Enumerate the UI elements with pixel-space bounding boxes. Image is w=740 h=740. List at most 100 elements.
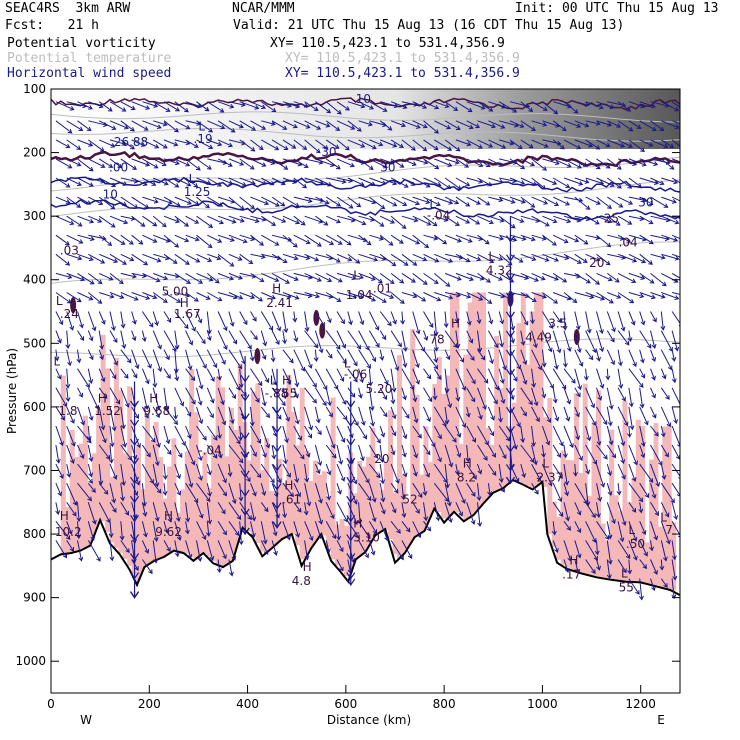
wind-vector: [282, 311, 289, 334]
wind-vector: [282, 292, 300, 300]
wind-vector: [185, 349, 193, 371]
wind-vector: [585, 196, 601, 205]
wind-vector: [98, 330, 105, 350]
wind-vector-strong: [272, 521, 282, 529]
wind-vector: [185, 158, 201, 171]
wind-vector: [228, 349, 243, 370]
pv-column: [516, 323, 522, 482]
wind-vector: [66, 444, 75, 465]
wind-vector: [304, 158, 324, 165]
pv-column: [122, 453, 128, 559]
wind-vector: [260, 521, 268, 545]
wind-vector: [66, 349, 72, 367]
wind-vector: [541, 330, 553, 353]
wind-vector: [661, 101, 680, 112]
wind-vector: [585, 387, 596, 409]
wind-vector: [607, 120, 622, 128]
wind-vector: [531, 234, 547, 241]
contour-label: H: [303, 560, 312, 574]
wind-vector: [650, 330, 657, 349]
x-tick-label: 0: [47, 697, 55, 711]
wind-vector: [87, 292, 103, 304]
wind-vector: [639, 158, 659, 167]
wind-vector: [617, 425, 626, 447]
wind-vector: [671, 139, 680, 147]
wind-vector: [466, 311, 472, 326]
wind-vector: [55, 387, 68, 408]
wind-vector: [466, 463, 477, 480]
wind-vector: [606, 311, 616, 333]
wind-vector: [617, 292, 635, 304]
wind-vector: [77, 482, 92, 502]
wind-vector: [196, 540, 203, 562]
wind-vector: [617, 101, 632, 112]
wind-vector: [434, 234, 448, 245]
wind-vector: [142, 120, 162, 129]
wind-vector: [574, 139, 594, 148]
contour-label: H: [353, 517, 362, 531]
wind-vector: [390, 292, 405, 304]
wind-vector: [606, 330, 615, 343]
wind-vector: [358, 349, 371, 369]
pv-column: [671, 522, 677, 591]
wind-vector: [660, 368, 667, 380]
wind-vector: [260, 406, 270, 418]
wind-vector: [563, 158, 582, 169]
wind-vector: [293, 196, 313, 204]
wind-vector: [520, 387, 533, 406]
wind-vector: [477, 272, 491, 283]
pv-column: [202, 452, 208, 554]
wind-vector: [368, 406, 376, 427]
wind-vector: [163, 406, 179, 425]
wind-vector: [553, 253, 570, 261]
x-tick-label: 1000: [527, 697, 558, 711]
wind-vector: [152, 101, 171, 112]
wind-vector: [605, 368, 611, 381]
wind-vector: [368, 444, 378, 459]
wind-vector: [163, 139, 179, 147]
wind-vector: [250, 463, 262, 479]
wind-vector: [434, 120, 452, 130]
center-title: NCAR/MMM: [232, 1, 295, 16]
wind-vector: [185, 177, 199, 188]
wind-vector: [131, 292, 151, 300]
wind-vector: [98, 406, 106, 431]
wind-vector: [304, 120, 322, 130]
wind-vector: [196, 406, 204, 425]
wind-vector: [380, 158, 395, 165]
wind-vector: [271, 196, 286, 207]
wind-vector: [109, 463, 118, 480]
wind-vector: [325, 139, 340, 149]
wind-vector: [444, 483, 452, 507]
wind-vector: [520, 177, 538, 187]
wind-vector: [250, 120, 267, 130]
wind-vector: [314, 387, 327, 407]
wind-vector: [617, 387, 626, 402]
wind-vector: [585, 406, 597, 427]
wind-vector: [293, 292, 313, 299]
wind-vector: [444, 196, 460, 205]
wind-vectors: [54, 101, 680, 601]
contour-label: 3.5: [548, 316, 567, 330]
wind-vector: [260, 463, 275, 484]
wind-vector: [163, 540, 171, 552]
wind-vector: [671, 463, 680, 479]
wind-vector: [66, 463, 72, 478]
wind-vector: [347, 120, 362, 132]
wind-vector: [552, 120, 567, 132]
wind-vector: [455, 234, 473, 243]
wind-vector: [477, 330, 483, 353]
wind-vector: [401, 234, 421, 245]
wind-vector: [520, 330, 526, 346]
pv-column: [596, 390, 601, 578]
wind-vector: [401, 215, 419, 223]
wind-vector: [98, 158, 114, 168]
wind-vector: [628, 177, 642, 188]
wind-vector: [260, 368, 270, 384]
wind-vector: [314, 368, 328, 391]
forecast-hour: Fcst: 21 h: [5, 18, 99, 33]
wind-vector: [412, 139, 428, 152]
wind-vector: [66, 120, 84, 132]
wind-vector: [617, 330, 630, 346]
wind-vector: [628, 444, 638, 466]
